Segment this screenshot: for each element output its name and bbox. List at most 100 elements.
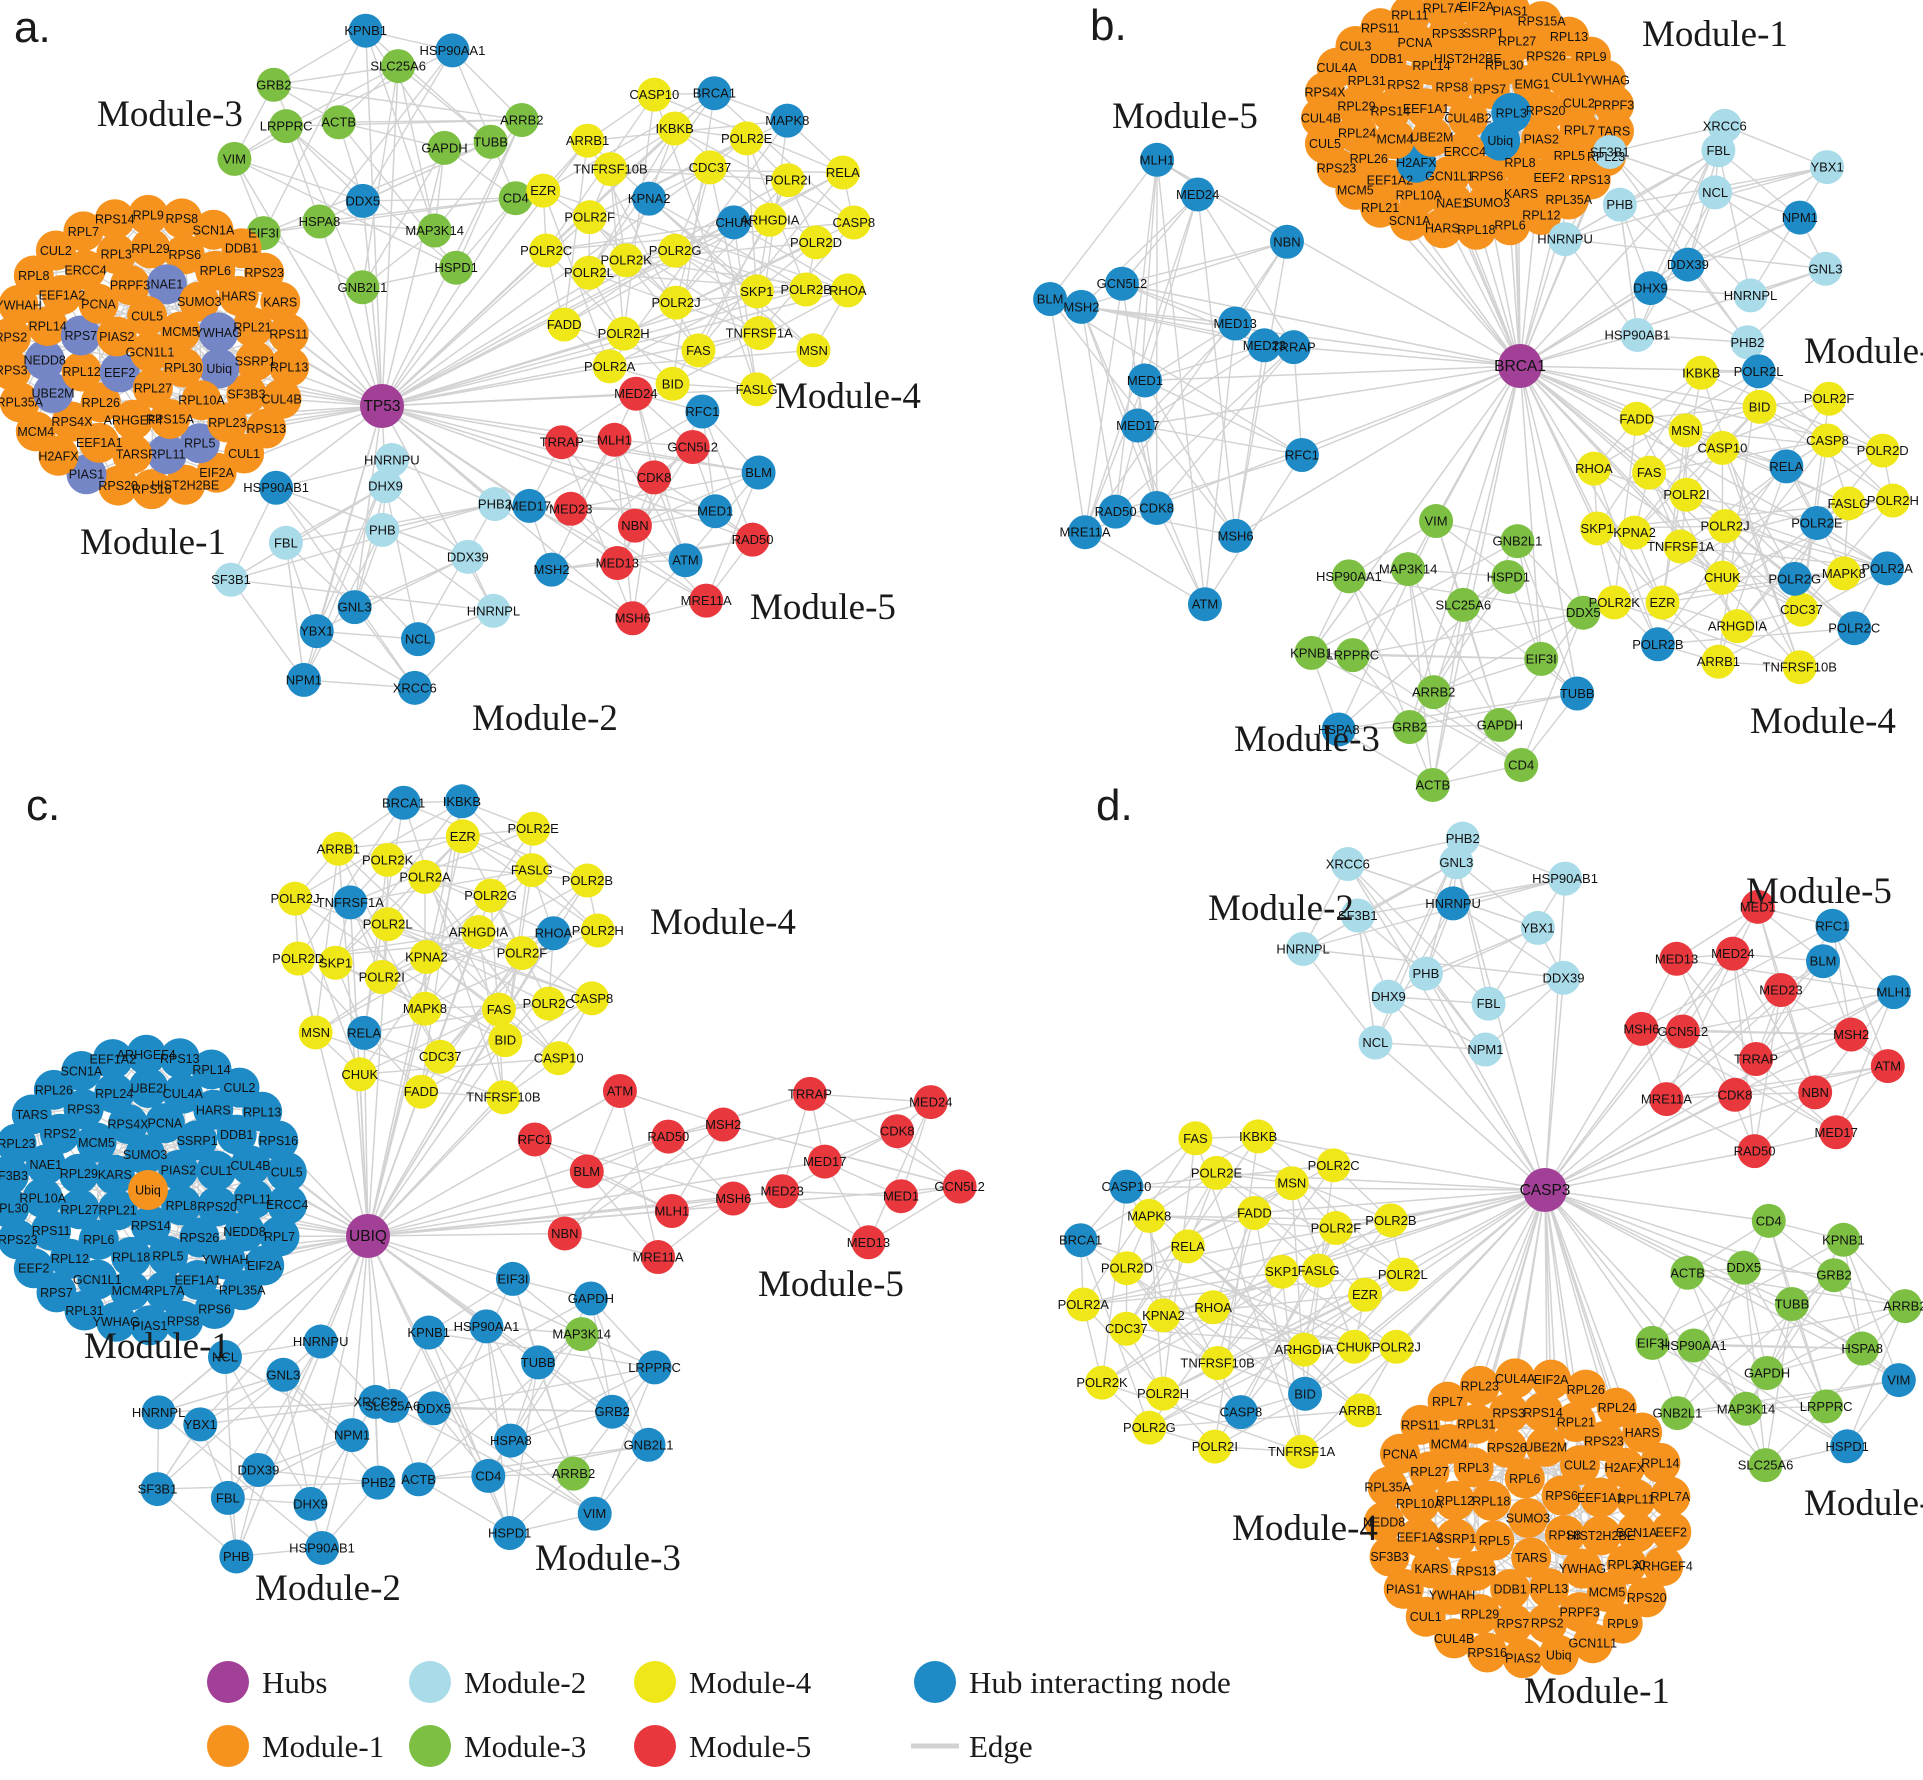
node-label: MSH2 [1063,299,1099,314]
node-label: VIM [223,151,246,166]
node-label: TRRAP [788,1086,832,1101]
node-label: GCN5L2 [667,439,718,454]
node-label: UBE2I [130,1081,166,1095]
node-label: MED23 [1243,338,1286,353]
node-label: POLR2I [1663,487,1709,502]
node-label: POLR2B [1365,1213,1416,1228]
node-label: TNFRSF1A [1268,1444,1336,1459]
node-label: MCM4 [1377,133,1414,147]
node-label: TNFRSF10B [1763,660,1837,675]
node-label: ARHGDIA [1275,1342,1335,1357]
node-label: NCL [212,1350,238,1365]
node-label: CDC37 [419,1049,462,1064]
node-label: KPNB1 [407,1325,450,1340]
node-label: MLH1 [597,432,632,447]
edge [319,222,382,406]
node-label: GCN1L1 [126,346,175,360]
node-label: FASLG [1828,496,1870,511]
node-label: RPL30 [164,361,202,375]
legend-label: Module-1 [262,1729,384,1764]
node-label: RPL7A [145,1284,185,1298]
node-label: PIAS1 [69,468,104,482]
edge [1294,347,1520,366]
node-label: CASP10 [1698,440,1748,455]
node-label: GNL3 [1809,261,1843,276]
node-label: GAPDH [421,140,467,155]
module-label-a-m1: Module-1 [80,522,226,563]
edge [317,557,468,631]
node-label: RPL13 [1550,30,1588,44]
module-label-d-m2: Module-2 [1208,888,1354,929]
node-label: HNRNPL [1276,941,1329,956]
node-label: NCL [1702,185,1728,200]
node-label: RPL21 [1557,1415,1595,1429]
node-label: ARHGDIA [1708,619,1768,634]
node-label: PHB2 [361,1475,395,1490]
panel-letter-b: b. [1090,1,1127,50]
node-label: TRRAP [1734,1052,1778,1067]
node-label: SCN1A [61,1065,103,1079]
node-label: EEF1A1 [76,436,123,450]
node-label: ARHGDIA [449,925,509,940]
node-label: YBX1 [1521,920,1554,935]
node-label: RAD50 [1734,1144,1776,1159]
node-label: RPS20 [1627,1591,1667,1605]
hub-label: TP53 [363,398,400,415]
node-label: POLR2A [399,869,451,884]
node-label: BRCA1 [693,86,736,101]
node-label: MSH6 [715,1191,751,1206]
node-label: CUL4B [1434,1632,1474,1646]
node-label: SUMO3 [123,1148,168,1162]
node-label: NPM1 [334,1428,370,1443]
node-label: RPL21 [1361,201,1399,215]
node-label: MSN [1277,1176,1306,1191]
node-label: HSP90AA1 [420,43,486,58]
node-label: FAS [1183,1131,1208,1146]
node-label: RPS26 [1487,1441,1527,1455]
node-label: HNRNPL [132,1405,185,1420]
node-label: EMG1 [1515,78,1550,92]
node-label: HSPD1 [1826,1439,1869,1454]
node-label: POLR2F [1804,391,1855,406]
node-label: LRPPRC [1326,648,1379,663]
node-label: GRB2 [1816,1268,1851,1283]
node-label: TARS [1515,1551,1547,1565]
node-label: NAE1 [151,278,184,292]
node-label: TNFRSF1A [317,895,385,910]
node-label: YWHAG [195,326,242,340]
node-label: GCN1L1 [1568,1637,1617,1651]
node-label: RELA [1171,1239,1205,1254]
node-label: CDK8 [1718,1087,1753,1102]
node-label: RPS3 [1492,1406,1525,1420]
node-label: EZR [450,829,476,844]
node-label: MSH6 [1623,1021,1659,1036]
edge [368,1236,513,1279]
node-label: EZR [1650,595,1676,610]
node-label: GAPDH [568,1291,614,1306]
node-label: POLR2H [572,923,624,938]
legend-label: Hub interacting node [969,1665,1231,1700]
node-label: EEF2 [1534,171,1565,185]
node-label: RPS26 [1526,50,1566,64]
node-label: RPL10A [1396,189,1443,203]
node-label: RAD50 [647,1129,689,1144]
node-label: CDC37 [689,160,732,175]
legend-label: Module-2 [464,1665,586,1700]
node-label: HSP90AA1 [454,1319,520,1334]
node-label: RPL5 [1479,1534,1510,1548]
node-label: PRPF3 [110,279,150,293]
node-label: NBN [1801,1085,1828,1100]
node-label: IKBKB [656,121,694,136]
node-label: RPL8 [18,269,49,283]
module-label-c-m1: Module-1 [84,1326,230,1367]
node-label: NEDD8 [24,354,66,368]
node-label: MAP3K14 [405,223,464,238]
node-label: ACTB [401,1472,436,1487]
module-label-c-m4: Module-4 [650,902,796,943]
node-label: RPL27 [1498,34,1536,48]
node-label: DDX39 [237,1462,279,1477]
node-label: GNB2L1 [337,280,387,295]
edge [1205,323,1235,604]
node-label: RPL12 [1522,208,1560,222]
node-label: MRE11A [1060,525,1111,540]
